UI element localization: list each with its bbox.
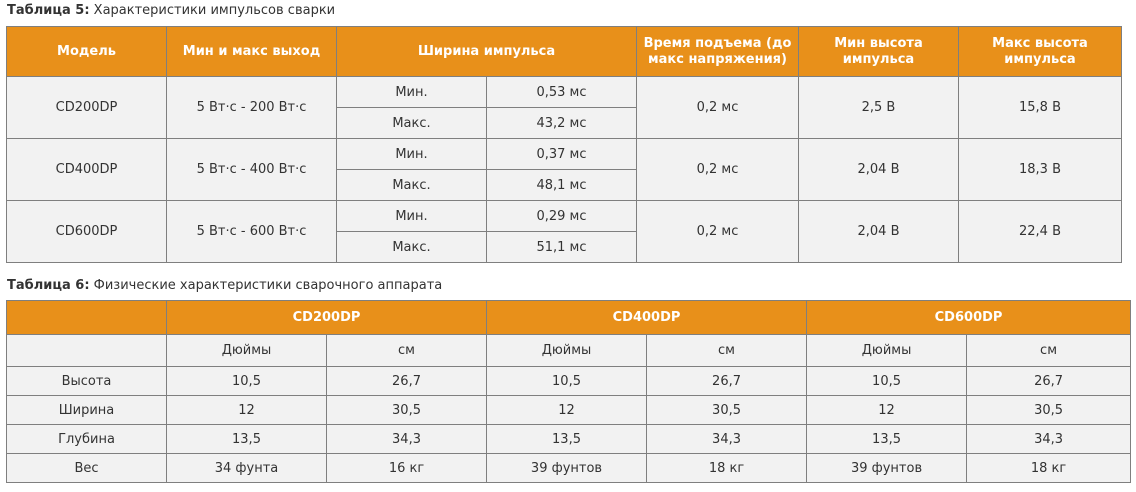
row-label: Глубина — [6, 424, 167, 454]
header-output: Мин и макс выход — [166, 26, 337, 77]
cell-max-value: 43,2 мс — [486, 107, 637, 139]
table6-caption-text: Физические характеристики сварочного апп… — [89, 278, 443, 293]
cell-value: 34,3 — [966, 424, 1132, 454]
cell-max-value: 48,1 мс — [486, 169, 637, 201]
table6-header-row: CD200DP CD400DP CD600DP — [6, 300, 1132, 335]
cell-value: 12 — [166, 395, 327, 425]
cell-output: 5 Вт·с - 600 Вт·с — [166, 200, 337, 263]
cell-value: 30,5 — [646, 395, 808, 425]
welding-pulse-table: Модель Мин и макс выход Ширина импульса … — [6, 26, 1122, 263]
unit-cm: см — [646, 334, 808, 367]
unit-cm: см — [325, 334, 488, 367]
table6-caption: Таблица 6: Физические характеристики сва… — [7, 278, 442, 293]
cell-value: 26,7 — [966, 366, 1132, 396]
cell-max-height: 22,4 В — [958, 200, 1122, 263]
unit-inches: Дюймы — [166, 334, 327, 367]
cell-min-value: 0,29 мс — [486, 200, 637, 232]
table5-caption: Таблица 5: Характеристики импульсов свар… — [7, 3, 335, 18]
row-label: Вес — [6, 453, 167, 483]
cell-value: 10,5 — [806, 366, 968, 396]
cell-value: 34,3 — [325, 424, 488, 454]
cell-value: 39 фунтов — [806, 453, 968, 483]
header-model-cd200dp: CD200DP — [165, 300, 488, 335]
table-row: Глубина 13,5 34,3 13,5 34,3 13,5 34,3 — [6, 424, 1132, 454]
table-row: CD400DP 5 Вт·с - 400 Вт·с Мин. 0,37 мс 0… — [6, 138, 1122, 201]
cell-value: 18 кг — [966, 453, 1132, 483]
cell-min-height: 2,5 В — [798, 76, 959, 139]
cell-max-height: 18,3 В — [958, 138, 1122, 201]
header-rise-time: Время подъема (до макс напряжения) — [636, 26, 799, 77]
header-pulse-width: Ширина импульса — [336, 26, 637, 77]
cell-max-label: Макс. — [336, 169, 487, 201]
header-model: Модель — [6, 26, 167, 77]
cell-value: 10,5 — [166, 366, 327, 396]
cell-value: 12 — [806, 395, 968, 425]
cell-value: 16 кг — [325, 453, 488, 483]
cell-value: 34,3 — [646, 424, 808, 454]
cell-value: 39 фунтов — [486, 453, 648, 483]
table-row: CD600DP 5 Вт·с - 600 Вт·с Мин. 0,29 мс 0… — [6, 200, 1122, 263]
table-row: Вес 34 фунта 16 кг 39 фунтов 18 кг 39 фу… — [6, 453, 1132, 483]
header-model-cd600dp: CD600DP — [806, 300, 1132, 335]
cell-value: 13,5 — [486, 424, 648, 454]
cell-value: 13,5 — [806, 424, 968, 454]
table-row: Ширина 12 30,5 12 30,5 12 30,5 — [6, 395, 1132, 425]
cell-min-value: 0,53 мс — [486, 76, 637, 108]
header-model-cd400dp: CD400DP — [486, 300, 808, 335]
table5-header-row: Модель Мин и макс выход Ширина импульса … — [6, 26, 1122, 77]
table-row: Макс. 43,2 мс — [7, 107, 1122, 139]
table-row: CD200DP 5 Вт·с - 200 Вт·с Мин. 0,53 мс 0… — [6, 76, 1122, 139]
unit-cm: см — [966, 334, 1132, 367]
cell-min-value: 0,37 мс — [486, 138, 637, 170]
cell-value: 10,5 — [486, 366, 648, 396]
cell-min-label: Мин. — [336, 138, 487, 170]
cell-value: 30,5 — [966, 395, 1132, 425]
table5-caption-text: Характеристики импульсов сварки — [89, 3, 336, 18]
cell-value: 26,7 — [646, 366, 808, 396]
cell-rise-time: 0,2 мс — [636, 76, 799, 139]
cell-min-label: Мин. — [336, 200, 487, 232]
cell-value: 18 кг — [646, 453, 808, 483]
row-label: Высота — [6, 366, 167, 396]
cell-model: CD600DP — [6, 200, 167, 263]
cell-max-value: 51,1 мс — [486, 231, 637, 263]
header-min-height: Мин высота импульса — [798, 26, 959, 77]
unit-inches: Дюймы — [806, 334, 968, 367]
cell-min-height: 2,04 В — [798, 200, 959, 263]
cell-rise-time: 0,2 мс — [636, 138, 799, 201]
cell-value: 34 фунта — [166, 453, 327, 483]
cell-value: 13,5 — [166, 424, 327, 454]
header-max-height: Макс высота импульса — [958, 26, 1122, 77]
table5-caption-number: Таблица 5: — [7, 3, 90, 18]
physical-specs-table: CD200DP CD400DP CD600DP Дюймы см Дюймы с… — [6, 300, 1132, 483]
cell-rise-time: 0,2 мс — [636, 200, 799, 263]
unit-inches: Дюймы — [486, 334, 648, 367]
cell-max-label: Макс. — [336, 107, 487, 139]
table6-caption-number: Таблица 6: — [7, 278, 90, 293]
cell-min-height: 2,04 В — [798, 138, 959, 201]
row-label: Ширина — [6, 395, 167, 425]
cell-max-label: Макс. — [336, 231, 487, 263]
cell-output: 5 Вт·с - 400 Вт·с — [166, 138, 337, 201]
cell-model: CD200DP — [6, 76, 167, 139]
cell-output: 5 Вт·с - 200 Вт·с — [166, 76, 337, 139]
cell-value: 12 — [486, 395, 648, 425]
cell-model: CD400DP — [6, 138, 167, 201]
table-row: Макс. 51,1 мс — [7, 231, 1122, 263]
cell-value: 30,5 — [325, 395, 488, 425]
cell-min-label: Мин. — [336, 76, 487, 108]
header-empty — [6, 300, 167, 335]
table-row: Высота 10,5 26,7 10,5 26,7 10,5 26,7 — [6, 366, 1132, 396]
cell-value: 26,7 — [325, 366, 488, 396]
table6-units-row: Дюймы см Дюймы см Дюймы см — [6, 334, 1132, 367]
cell-max-height: 15,8 В — [958, 76, 1122, 139]
cell-empty — [6, 334, 167, 367]
